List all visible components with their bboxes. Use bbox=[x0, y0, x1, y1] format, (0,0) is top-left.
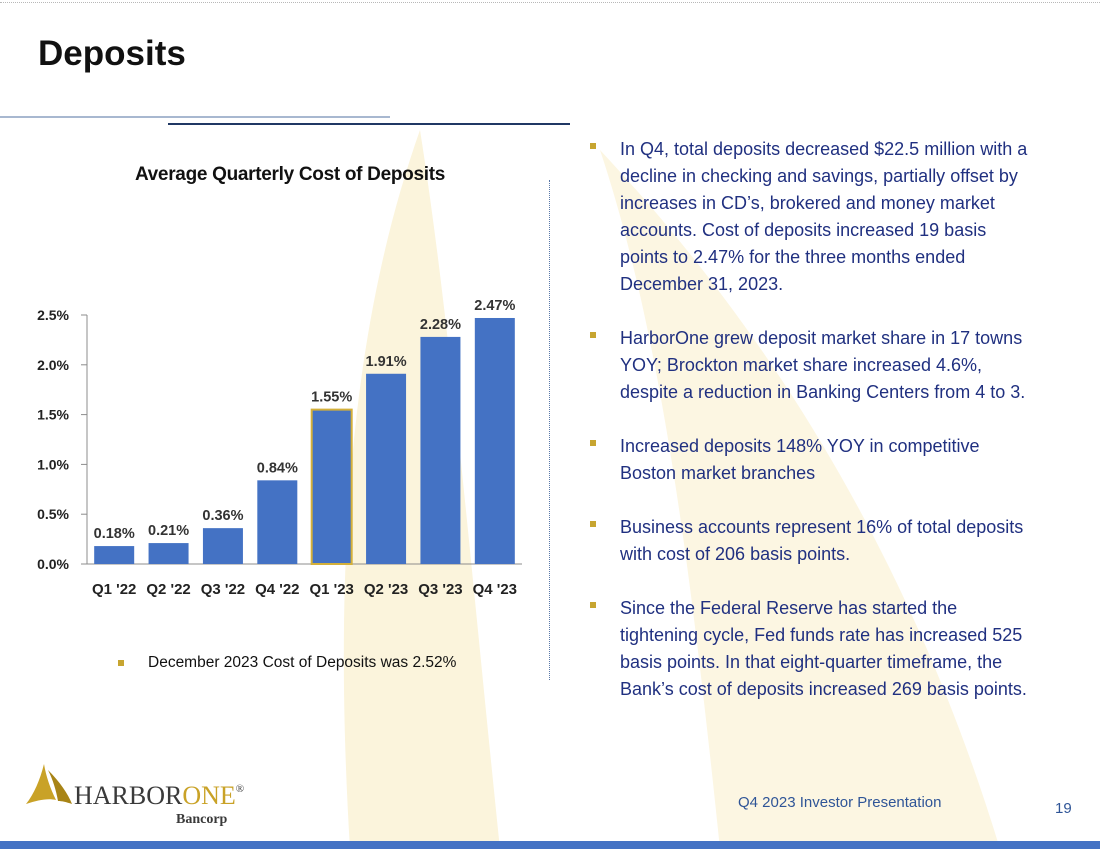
footer-text: Q4 2023 Investor Presentation bbox=[738, 794, 942, 811]
logo-wordmark: HARBORONE® bbox=[74, 781, 244, 810]
bar-chart: 0.0% 0.5% 1.0% 1.5% 2.0% 2.5% 0.18% Q1 '22 0.21%… bbox=[37, 298, 522, 598]
data-label: 1.91% bbox=[366, 354, 407, 370]
x-tick-label: Q3 '23 bbox=[418, 581, 462, 598]
bullet-text: Increased deposits 148% YOY in competiti… bbox=[620, 436, 980, 483]
bullet-text: HarborOne grew deposit market share in 1… bbox=[620, 328, 1026, 402]
x-tick-label: Q4 '22 bbox=[255, 581, 299, 598]
bullet-list: In Q4, total deposits decreased $22.5 mi… bbox=[588, 136, 1028, 730]
data-label: 0.18% bbox=[94, 526, 135, 542]
bullet-text: In Q4, total deposits decreased $22.5 mi… bbox=[620, 139, 1028, 294]
bullet-marker bbox=[590, 143, 596, 149]
x-tick-label: Q4 '23 bbox=[473, 581, 517, 598]
x-tick-label: Q1 '22 bbox=[92, 581, 136, 598]
bar bbox=[148, 543, 189, 564]
title-rule-dark bbox=[168, 123, 570, 125]
chart-note-text: December 2023 Cost of Deposits was 2.52% bbox=[148, 654, 457, 671]
logo-wordmark-part: HARBOR bbox=[74, 781, 183, 810]
list-item: Since the Federal Reserve has started th… bbox=[588, 595, 1028, 703]
chart-title: Average Quarterly Cost of Deposits bbox=[134, 164, 446, 185]
bullet-text: Since the Federal Reserve has started th… bbox=[620, 598, 1027, 699]
data-label: 0.36% bbox=[202, 508, 243, 524]
bullet-marker bbox=[590, 602, 596, 608]
y-tick-label: 2.5% bbox=[37, 307, 69, 323]
chart-note: December 2023 Cost of Deposits was 2.52% bbox=[118, 654, 457, 672]
column-divider bbox=[549, 180, 550, 680]
title-rule-light bbox=[0, 116, 390, 118]
x-tick-label: Q2 '22 bbox=[146, 581, 190, 598]
x-tick-label: Q3 '22 bbox=[201, 581, 245, 598]
bullet-marker bbox=[590, 521, 596, 527]
logo-registered: ® bbox=[236, 783, 244, 795]
y-tick-label: 0.0% bbox=[37, 556, 69, 572]
data-label: 0.84% bbox=[257, 460, 298, 476]
bullet-marker bbox=[118, 660, 124, 666]
logo-subtitle: Bancorp bbox=[176, 812, 228, 827]
y-tick-label: 2.0% bbox=[37, 357, 69, 373]
top-dotted-border bbox=[0, 2, 1100, 3]
list-item: Business accounts represent 16% of total… bbox=[588, 514, 1028, 568]
harborone-logo: HARBORONE® Bancorp bbox=[26, 764, 244, 827]
bullet-marker bbox=[590, 332, 596, 338]
bar bbox=[366, 373, 407, 564]
x-tick-label: Q2 '23 bbox=[364, 581, 408, 598]
bar bbox=[94, 546, 135, 564]
y-tick-label: 1.0% bbox=[37, 456, 69, 472]
list-item: HarborOne grew deposit market share in 1… bbox=[588, 325, 1028, 406]
bullet-marker bbox=[590, 440, 596, 446]
list-item: Increased deposits 148% YOY in competiti… bbox=[588, 433, 1028, 487]
sail-icon bbox=[26, 764, 72, 804]
y-tick-label: 0.5% bbox=[37, 506, 69, 522]
list-item: In Q4, total deposits decreased $22.5 mi… bbox=[588, 136, 1028, 298]
bar bbox=[202, 528, 243, 564]
data-label: 2.28% bbox=[420, 317, 461, 333]
page-number: 19 bbox=[1055, 800, 1072, 817]
page-title: Deposits bbox=[38, 34, 186, 73]
bar bbox=[420, 336, 461, 564]
y-tick-label: 1.5% bbox=[37, 407, 69, 423]
bar bbox=[474, 317, 515, 564]
data-label: 0.21% bbox=[148, 523, 189, 539]
x-tick-label: Q1 '23 bbox=[309, 581, 353, 598]
bar bbox=[257, 480, 298, 564]
logo-wordmark-part: ONE bbox=[182, 781, 235, 810]
data-label: 2.47% bbox=[474, 298, 515, 314]
bar bbox=[310, 408, 353, 566]
data-label: 1.55% bbox=[311, 390, 352, 406]
bullet-text: Business accounts represent 16% of total… bbox=[620, 517, 1024, 564]
footer-bar bbox=[0, 841, 1100, 849]
